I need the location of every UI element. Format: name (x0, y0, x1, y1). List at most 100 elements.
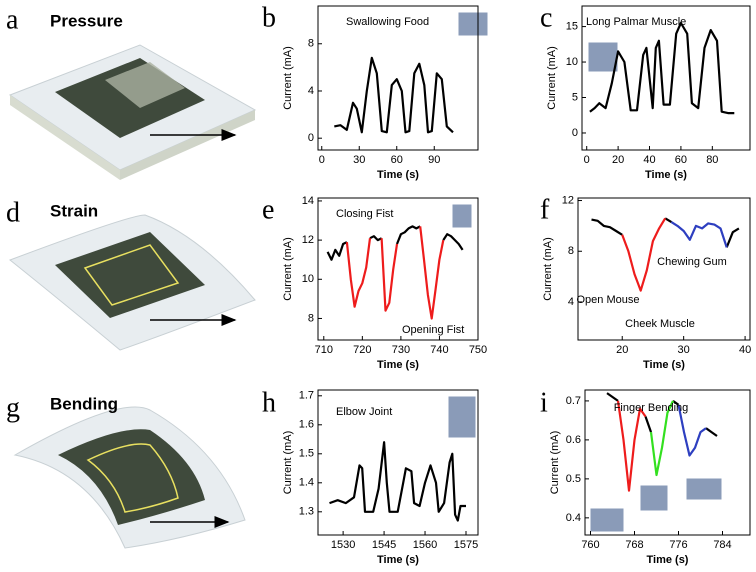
data-line (329, 441, 466, 522)
x-tick-label: 30 (353, 154, 365, 166)
y-tick-label: 1.7 (299, 390, 314, 402)
x-tick-label: 0 (584, 154, 590, 166)
y-tick-label: 0.7 (566, 395, 581, 407)
x-tick-label: 0 (319, 154, 325, 166)
x-tick-label: 40 (739, 344, 751, 356)
x-axis-label: Time (s) (377, 359, 419, 371)
x-tick-label: 1530 (331, 539, 355, 551)
x-tick-label: 1575 (454, 539, 478, 551)
x-tick-label: 768 (625, 539, 643, 551)
annotation: Opening Fist (402, 324, 464, 336)
annotation: Swallowing Food (346, 16, 429, 28)
x-tick-label: 760 (581, 539, 599, 551)
panel-letter: f (540, 194, 550, 225)
x-tick-label: 720 (353, 344, 371, 356)
data-line (649, 400, 674, 477)
data-line (677, 404, 707, 457)
x-tick-label: 20 (612, 154, 624, 166)
data-line (621, 217, 667, 292)
inset-photo (589, 507, 625, 533)
y-tick-label: 10 (302, 273, 314, 285)
inset-photo (639, 484, 669, 512)
panel-letter: i (540, 387, 548, 418)
x-tick-label: 40 (643, 154, 655, 166)
y-tick-label: 0.4 (566, 512, 581, 524)
y-tick-label: 10 (566, 56, 578, 68)
x-tick-label: 710 (315, 344, 333, 356)
data-line (326, 225, 464, 261)
x-tick-label: 60 (391, 154, 403, 166)
inset-photo (685, 477, 723, 501)
panel-letter: e (262, 194, 274, 225)
y-tick-label: 12 (302, 234, 314, 246)
device-a (8, 44, 257, 180)
panel-label: Bending (50, 394, 118, 413)
x-tick-label: 750 (469, 344, 487, 356)
inset-photo (587, 41, 619, 73)
y-axis-label: Current (mA) (282, 431, 294, 495)
y-tick-label: 14 (302, 195, 314, 207)
y-tick-label: 12 (562, 194, 574, 206)
x-tick-label: 784 (713, 539, 731, 551)
panel-letter: d (6, 197, 20, 228)
y-axis-label: Current (mA) (282, 237, 294, 301)
inset-photo (451, 203, 473, 229)
y-tick-label: 8 (308, 312, 314, 324)
plot-frame (581, 5, 751, 151)
panel-letter: g (6, 392, 20, 423)
y-tick-label: 8 (308, 38, 314, 50)
x-tick-label: 1560 (413, 539, 437, 551)
device-g (13, 406, 246, 549)
y-tick-label: 4 (308, 85, 314, 97)
data-line (616, 400, 647, 492)
x-axis-label: Time (s) (647, 554, 689, 566)
data-line (589, 21, 735, 115)
x-tick-label: 1545 (372, 539, 396, 551)
device-d (9, 214, 256, 351)
annotation: Finger Bending (614, 402, 689, 414)
inset-photo (457, 11, 489, 37)
x-tick-label: 730 (392, 344, 410, 356)
panel-letter: b (262, 2, 276, 33)
x-tick-label: 90 (428, 154, 440, 166)
y-tick-label: 1.5 (299, 448, 314, 460)
x-axis-label: Time (s) (645, 169, 687, 181)
plot-frame (317, 5, 479, 151)
plot-frame (584, 389, 751, 536)
inset-photo (447, 395, 477, 439)
y-tick-label: 0 (308, 132, 314, 144)
panel-letter: h (262, 387, 276, 418)
data-line (334, 56, 454, 134)
y-tick-label: 1.4 (299, 477, 314, 489)
x-tick-label: 30 (678, 344, 690, 356)
x-axis-label: Time (s) (377, 169, 419, 181)
y-tick-label: 0.6 (566, 434, 581, 446)
x-tick-label: 20 (616, 344, 628, 356)
plot-frame (577, 197, 751, 341)
data-line (345, 226, 445, 320)
y-axis-label: Current (mA) (542, 237, 554, 301)
panel-letter: a (6, 4, 19, 35)
y-tick-label: 1.3 (299, 506, 314, 518)
y-tick-label: 15 (566, 20, 578, 32)
y-tick-label: 0.5 (566, 473, 581, 485)
x-tick-label: 776 (669, 539, 687, 551)
x-axis-label: Time (s) (377, 554, 419, 566)
annotation: Closing Fist (336, 208, 393, 220)
y-axis-label: Current (mA) (282, 46, 294, 110)
data-line (606, 392, 718, 437)
data-line (670, 221, 728, 248)
y-tick-label: 4 (568, 296, 574, 308)
plot-frame (317, 389, 479, 536)
x-tick-label: 80 (706, 154, 718, 166)
data-line (591, 217, 740, 248)
annotation: Elbow Joint (336, 406, 392, 418)
y-tick-label: 8 (568, 245, 574, 257)
y-axis-label: Current (mA) (546, 46, 558, 110)
x-tick-label: 740 (430, 344, 448, 356)
plot-frame (317, 197, 479, 341)
panel-label: Pressure (50, 11, 123, 30)
y-tick-label: 5 (572, 91, 578, 103)
y-axis-label: Current (mA) (549, 431, 561, 495)
